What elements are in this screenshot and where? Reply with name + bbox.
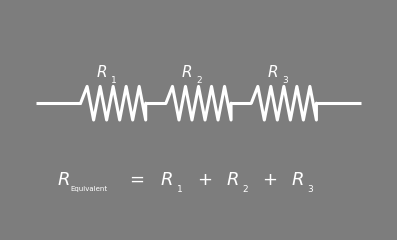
Text: 2: 2 <box>242 185 248 194</box>
Text: $R$: $R$ <box>267 64 278 80</box>
Text: $R$: $R$ <box>226 171 239 189</box>
Text: 1: 1 <box>111 76 117 85</box>
Text: =: = <box>129 171 145 189</box>
Text: $R$: $R$ <box>57 171 69 189</box>
Text: $R$: $R$ <box>160 171 173 189</box>
Text: Equivalent: Equivalent <box>71 186 108 192</box>
Text: +: + <box>262 171 278 189</box>
Text: +: + <box>197 171 212 189</box>
Text: $R$: $R$ <box>291 171 303 189</box>
Text: 3: 3 <box>282 76 287 85</box>
Text: 2: 2 <box>197 76 202 85</box>
Text: $R$: $R$ <box>96 64 107 80</box>
Text: 1: 1 <box>177 185 182 194</box>
Text: 3: 3 <box>307 185 312 194</box>
Text: $R$: $R$ <box>181 64 193 80</box>
